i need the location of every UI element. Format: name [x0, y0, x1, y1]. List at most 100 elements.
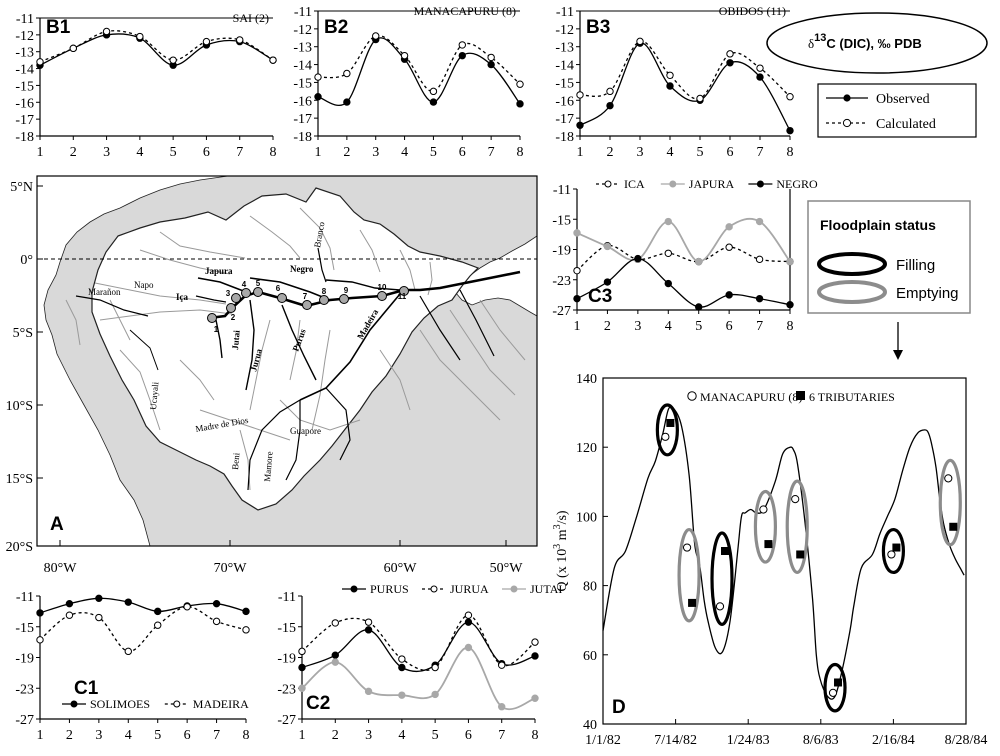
data-point-jurua [498, 661, 506, 669]
y-tick-label: -14 [293, 59, 312, 74]
x-tick-label: 2 [70, 145, 77, 160]
manacapuru-point [791, 495, 800, 504]
data-point-observed [606, 101, 614, 110]
y-tick-label: -12 [293, 23, 312, 38]
data-point-japura [755, 217, 764, 226]
x-tick-label: 8 [243, 728, 250, 743]
data-point-japura [573, 229, 581, 237]
x-tick-label: 1 [37, 145, 44, 160]
legend-marker-tributaries [796, 391, 805, 400]
y-tick-label: 40 [583, 718, 597, 733]
data-point-calculated [343, 69, 351, 78]
x-tick-label: 4 [401, 145, 408, 160]
x-tick-label: 3 [95, 728, 102, 743]
x-tick-label: 1/24/83 [727, 733, 770, 748]
data-point-madeira [95, 613, 103, 622]
x-tick-label: 8 [517, 145, 524, 160]
x-tick-label: 1 [37, 728, 44, 743]
panel-label-b1: B1 [46, 17, 71, 38]
legend-observed-calculated: Observed Calculated [817, 83, 977, 138]
data-point-madeira [36, 636, 44, 644]
map-stations: 1 2 3 4 5 6 7 8 9 10 11 [207, 279, 409, 334]
floodplain-emptying-ellipse [938, 458, 962, 547]
y-tick-label: 60 [583, 649, 597, 664]
station-number: 10 [378, 283, 387, 292]
data-point-japura [695, 257, 703, 266]
y-tick-label: -19 [277, 652, 296, 667]
data-point-jutai [498, 703, 506, 711]
x-tick-label: 7 [236, 145, 243, 160]
lat-label: 0° [20, 253, 33, 268]
lat-label: 15°S [6, 472, 33, 487]
legend-label-japura: JAPURA [689, 177, 735, 191]
legend-observed: Observed [876, 92, 930, 107]
station-number: 8 [322, 287, 327, 296]
data-point-observed [516, 100, 524, 108]
data-point-solimoes [65, 599, 74, 608]
floodplain-emptying-ellipse [785, 479, 809, 575]
legend-marker-madeira [173, 700, 181, 708]
data-point-calculated [696, 94, 704, 103]
x-tick-label: 3 [372, 145, 379, 160]
manacapuru-point [661, 432, 670, 441]
data-point-solimoes [212, 599, 221, 608]
x-tick-label: 5 [154, 728, 161, 743]
data-point-observed [576, 121, 584, 129]
units-label: δ13C (DIC), ‰ PDB [808, 32, 922, 51]
x-tick-label: 5 [430, 145, 437, 160]
data-point-negro [725, 291, 733, 299]
manacapuru-point [759, 505, 768, 514]
panel-label-b3: B3 [586, 17, 610, 38]
panel-label-d: D [612, 697, 626, 718]
data-point-observed [487, 60, 495, 69]
y-tick-label: -12 [15, 29, 34, 44]
map-frame [36, 175, 538, 547]
y-tick-label: -19 [552, 244, 571, 259]
y-tick-label: -17 [15, 113, 34, 128]
data-point-calculated [236, 36, 244, 44]
legend-label-jutai: JUTAI [530, 582, 562, 596]
y-tick-label: -13 [555, 41, 574, 56]
x-tick-label: 6 [203, 145, 210, 160]
station-marker [231, 293, 241, 303]
data-point-jutai [298, 684, 306, 692]
data-point-madeira [154, 621, 162, 629]
data-point-jurua [464, 611, 473, 619]
station-title: OBIDOS (11) [719, 4, 786, 18]
data-point-jutai [464, 643, 473, 652]
tributaries-point [949, 522, 958, 531]
data-point-purus [398, 663, 406, 672]
x-tick-label: 1 [315, 145, 322, 160]
legend-label-madeira: MADEIRA [193, 697, 249, 711]
tributaries-point [666, 418, 675, 427]
chart-b3: -11 -12 -13 -14 -15 -16 -17 -181 2 3 4 5 6 7 8 OBIDOS (… [555, 4, 794, 160]
legend-marker-jutai [510, 585, 518, 593]
river-label-ia: Iça [176, 292, 188, 302]
y-tick-label: -11 [16, 590, 34, 605]
legend-marker-solimoes [70, 700, 78, 708]
x-tick-label: 4 [665, 319, 672, 334]
tributaries-point [721, 547, 730, 555]
tributaries-point [892, 543, 901, 552]
river-label-beni: Beni [230, 452, 241, 470]
data-point-madeira [212, 617, 221, 626]
station-number: 6 [276, 284, 281, 293]
data-point-jurua [331, 619, 339, 627]
y-tick-label: -16 [555, 94, 574, 109]
station-marker [399, 286, 409, 296]
data-point-purus [364, 626, 373, 634]
data-point-jutai [331, 658, 339, 666]
chart-c1: -11 -15 -19 -23 -271 2 3 4 5 6 7 8 SOLIMOES MADEIRA C1 [15, 590, 250, 743]
floodplain-filling: Filling [896, 257, 935, 274]
chart-d: 40 60 80 100 120 140 1/1/82 7/14/82 1/24/83 8/6/8… [552, 372, 987, 748]
data-point-calculated [169, 56, 177, 64]
data-point-calculated [269, 56, 277, 64]
y-tick-label: -13 [293, 41, 312, 56]
data-point-negro [695, 303, 703, 311]
tributaries-point [764, 540, 773, 549]
data-point-negro [603, 278, 612, 286]
x-tick-label: 5 [695, 319, 702, 334]
data-point-calculated [429, 87, 438, 96]
data-point-jurua [364, 618, 373, 626]
station-marker [319, 295, 329, 305]
